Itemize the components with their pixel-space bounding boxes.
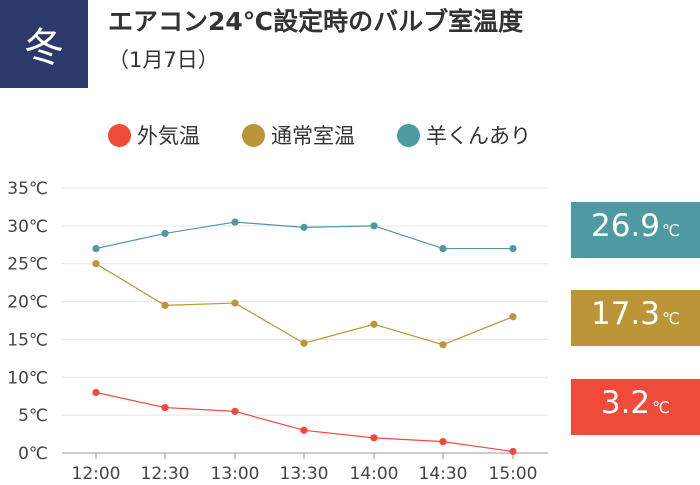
data-point (509, 244, 517, 253)
data-point (161, 403, 169, 412)
data-point (231, 407, 239, 415)
data-point (439, 438, 447, 446)
y-tick-label: 10℃ (7, 368, 48, 388)
chart-subtitle: （1月7日） (108, 48, 219, 72)
data-point (231, 218, 239, 226)
series-line-1 (95, 263, 514, 346)
legend-dot-outdoor (108, 123, 131, 147)
x-tick-label: 15:00 (489, 464, 538, 484)
data-point (161, 229, 169, 238)
line-chart: 0℃ 5℃ 10℃ 15℃ 20℃ 25℃ 30℃ 35℃ 12:00 12:30 13:00 13:… (7, 179, 548, 484)
data-point (300, 339, 308, 347)
value-box-sheep: 26.9 ℃ (571, 202, 700, 258)
data-point (300, 223, 308, 231)
x-tick-label: 12:30 (141, 464, 190, 484)
data-point (92, 260, 100, 268)
season-badge-label: 冬 (24, 25, 64, 71)
y-tick-label: 35℃ (7, 179, 48, 199)
y-tick-label: 15℃ (7, 330, 48, 350)
y-tick-label: 20℃ (7, 293, 48, 313)
data-point (439, 244, 447, 253)
series-line-0 (95, 391, 514, 453)
value-room: 17.3 (591, 296, 661, 332)
season-badge: 冬 (0, 0, 88, 88)
value-outdoor: 3.2 (600, 385, 651, 421)
data-point (231, 299, 239, 307)
chart-legend: 外気温 通常室温 羊くんあり (108, 118, 573, 152)
chart-title: エアコン24℃設定時のバルブ室温度 (108, 7, 524, 36)
y-tick-label: 25℃ (7, 255, 48, 275)
x-tick-label: 13:30 (280, 464, 329, 484)
x-tick-label: 13:00 (211, 464, 260, 484)
data-point (370, 434, 378, 442)
unit-sheep: ℃ (662, 221, 680, 240)
y-tick-label: 30℃ (7, 217, 48, 237)
value-box-outdoor: 3.2 ℃ (571, 379, 700, 435)
x-tick-label: 14:30 (419, 464, 468, 484)
y-tick-label: 0℃ (18, 444, 48, 464)
data-point (439, 341, 447, 349)
legend-label-outdoor: 外気温 (137, 124, 200, 148)
x-tick-label: 12:00 (72, 464, 121, 484)
data-point (300, 426, 308, 434)
data-point (370, 320, 378, 328)
data-point (92, 388, 100, 397)
y-tick-label: 5℃ (18, 406, 48, 426)
legend-label-room: 通常室温 (271, 124, 355, 148)
data-point (92, 244, 100, 253)
x-tick-label: 14:00 (350, 464, 399, 484)
unit-room: ℃ (662, 309, 680, 328)
data-point (370, 222, 378, 230)
unit-outdoor: ℃ (652, 398, 671, 417)
legend-item-outdoor: 外気温 (108, 120, 200, 150)
legend-item-room: 通常室温 (242, 120, 355, 150)
legend-dot-sheep (397, 123, 420, 147)
legend-label-sheep: 羊くんあり (426, 124, 531, 148)
legend-dot-room (242, 123, 265, 147)
data-point (161, 301, 169, 309)
data-point (509, 313, 517, 321)
value-sheep: 26.9 (591, 208, 661, 244)
value-box-room: 17.3 ℃ (571, 290, 700, 346)
data-point (509, 447, 517, 456)
legend-item-sheep: 羊くんあり (397, 120, 531, 150)
